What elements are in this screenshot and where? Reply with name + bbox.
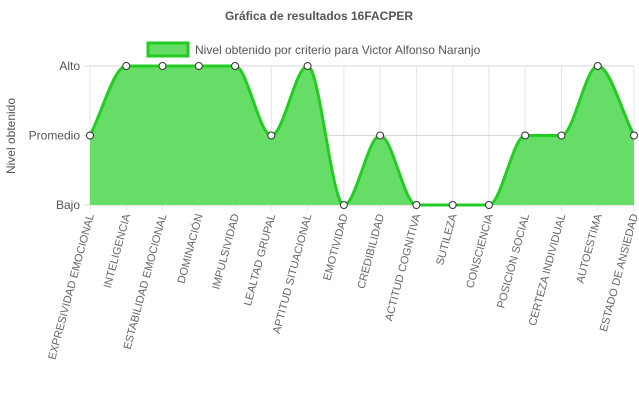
points-layer — [86, 62, 638, 209]
x-tick-label: POSICIÓN SOCIAL — [494, 212, 532, 309]
x-tick-label: EMOTIVIDAD — [321, 213, 350, 282]
data-point-10[interactable] — [448, 201, 457, 209]
legend-label[interactable]: Nivel obtenido por criterio para Victor … — [195, 43, 481, 57]
x-tick-label: IMPULSIVIDAD — [210, 213, 242, 291]
legend[interactable]: Nivel obtenido por criterio para Victor … — [146, 41, 481, 58]
data-point-3[interactable] — [194, 62, 203, 70]
data-point-15[interactable] — [630, 131, 638, 140]
data-point-9[interactable] — [412, 201, 421, 209]
chart-title: Gráfica de resultados 16FACPER — [225, 9, 413, 23]
y-ticks: Bajo Promedio Alto — [29, 59, 81, 212]
y-tick-label: Bajo — [56, 198, 80, 212]
x-tick-label: SUTILEZA — [434, 212, 459, 267]
x-tick-label: DOMINACIÓN — [175, 212, 206, 284]
y-tick-label: Alto — [59, 59, 80, 73]
x-tick-label: CERTEZA INDIVIDUAL — [527, 213, 568, 328]
data-point-13[interactable] — [557, 131, 566, 140]
series-area-fill — [90, 66, 634, 205]
x-tick-label: ESTADO DE ANSIEDAD — [598, 213, 639, 333]
x-tick-label: APTITUD SITUACIONAL — [271, 213, 315, 335]
data-point-5[interactable] — [267, 131, 276, 140]
legend-swatch[interactable] — [146, 41, 190, 58]
x-tick-label: CREDIBILIDAD — [356, 213, 388, 291]
x-tick-label: ACTITUD COGNITIVA — [383, 212, 423, 322]
data-point-4[interactable] — [231, 62, 240, 70]
data-point-14[interactable] — [593, 62, 602, 70]
data-point-7[interactable] — [339, 201, 348, 209]
data-point-12[interactable] — [521, 131, 530, 140]
x-tick-label: ESTABILIDAD EMOCIONAL — [122, 213, 170, 351]
y-axis-label: Nivel obtenido — [4, 98, 18, 174]
x-tick-label: INTELIGENCIA — [102, 212, 134, 290]
x-tick-label: CONSCIENCIA — [464, 212, 496, 290]
x-tick-label: EXPRESIVIDAD EMOCIONAL — [46, 213, 97, 361]
data-point-1[interactable] — [122, 62, 131, 70]
area-layer — [88, 64, 636, 207]
data-point-2[interactable] — [158, 62, 167, 70]
x-tick-label: AUTOESTIMA — [575, 212, 605, 285]
x-ticks: EXPRESIVIDAD EMOCIONAL INTELIGENCIAESTABI… — [46, 212, 639, 361]
x-tick-label: LEALTAD GRUPAL — [242, 213, 278, 308]
series-line — [88, 64, 636, 207]
data-point-0[interactable] — [86, 131, 94, 140]
data-point-8[interactable] — [376, 131, 385, 140]
data-point-11[interactable] — [484, 201, 493, 209]
y-tick-label: Promedio — [29, 129, 81, 143]
data-point-6[interactable] — [303, 62, 312, 70]
